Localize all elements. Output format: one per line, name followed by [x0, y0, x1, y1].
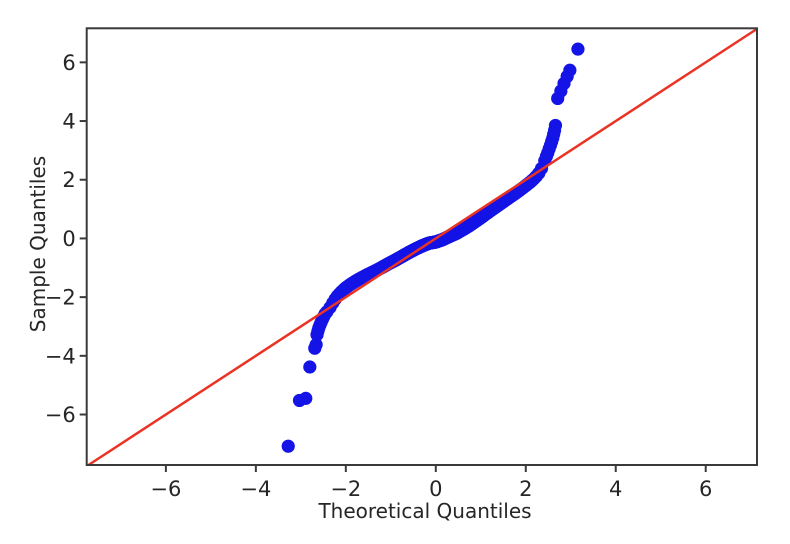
qq-tail-point	[309, 338, 323, 352]
x-tick-label: 0	[429, 477, 442, 501]
axis-ticks	[79, 61, 707, 472]
x-tick-label: 2	[519, 477, 532, 501]
qq-scatter-points	[281, 42, 585, 453]
y-tick-label: −4	[45, 344, 76, 368]
x-tick-label: −6	[150, 477, 181, 501]
x-tick-label: −4	[240, 477, 271, 501]
tick-labels: −6 −4 −2 0 2 4 6 −6 −4 −2 0 2 4 6	[45, 51, 713, 501]
y-tick-label: −6	[45, 403, 76, 427]
y-tick-label: 0	[62, 227, 75, 251]
qq-tail-point	[281, 439, 295, 453]
x-axis-title: Theoretical Quantiles	[318, 499, 532, 523]
x-tick-label: 6	[699, 477, 712, 501]
qq-tail-point	[548, 118, 563, 133]
y-tick-label: −2	[45, 286, 76, 310]
y-tick-label: 2	[62, 168, 75, 192]
y-tick-label: 6	[62, 51, 75, 75]
plot-frame	[85, 27, 758, 467]
qq-tail-point	[299, 391, 313, 405]
x-tick-label: −2	[330, 477, 361, 501]
y-axis-title: Sample Quantiles	[26, 155, 50, 333]
qq-tail-point	[318, 307, 332, 321]
reference-line-45deg	[87, 27, 758, 467]
x-tick-label: 4	[609, 477, 622, 501]
y-tick-label: 4	[62, 110, 75, 134]
qq-tail-point	[303, 360, 317, 374]
qq-tail-point	[571, 42, 585, 56]
qq-tail-point	[563, 63, 577, 77]
